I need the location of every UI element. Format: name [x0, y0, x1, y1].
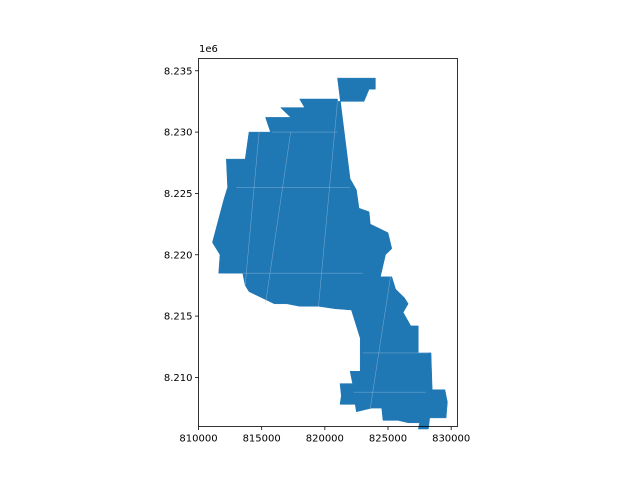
y-tick-label: 8.220 — [164, 250, 193, 261]
x-tick-label: 830000 — [432, 434, 470, 445]
x-tick-label: 820000 — [306, 434, 344, 445]
plot-area — [212, 77, 448, 430]
y-tick-label: 8.230 — [164, 128, 193, 139]
x-tick-label: 815000 — [243, 434, 281, 445]
y-tick-label: 8.225 — [164, 189, 193, 200]
x-axis: 810000 815000 820000 825000 830000 — [179, 426, 470, 445]
y-tick-label: 8.210 — [164, 373, 193, 384]
y-tick-label: 8.235 — [164, 66, 193, 77]
coverage-polygon-0 — [212, 77, 448, 430]
y-offset-label: 1e6 — [199, 44, 218, 55]
y-axis: 8.210 8.215 8.220 8.225 8.230 8.235 — [164, 66, 199, 384]
tile-seam — [244, 132, 260, 286]
x-tick-label: 825000 — [369, 434, 407, 445]
tile-seams — [236, 101, 429, 409]
tile-seam — [318, 101, 338, 307]
tile-seam — [265, 132, 291, 304]
tile-seam — [370, 276, 391, 409]
axes-frame — [198, 58, 458, 427]
x-tick-label: 810000 — [179, 434, 217, 445]
y-tick-label: 8.215 — [164, 312, 193, 323]
